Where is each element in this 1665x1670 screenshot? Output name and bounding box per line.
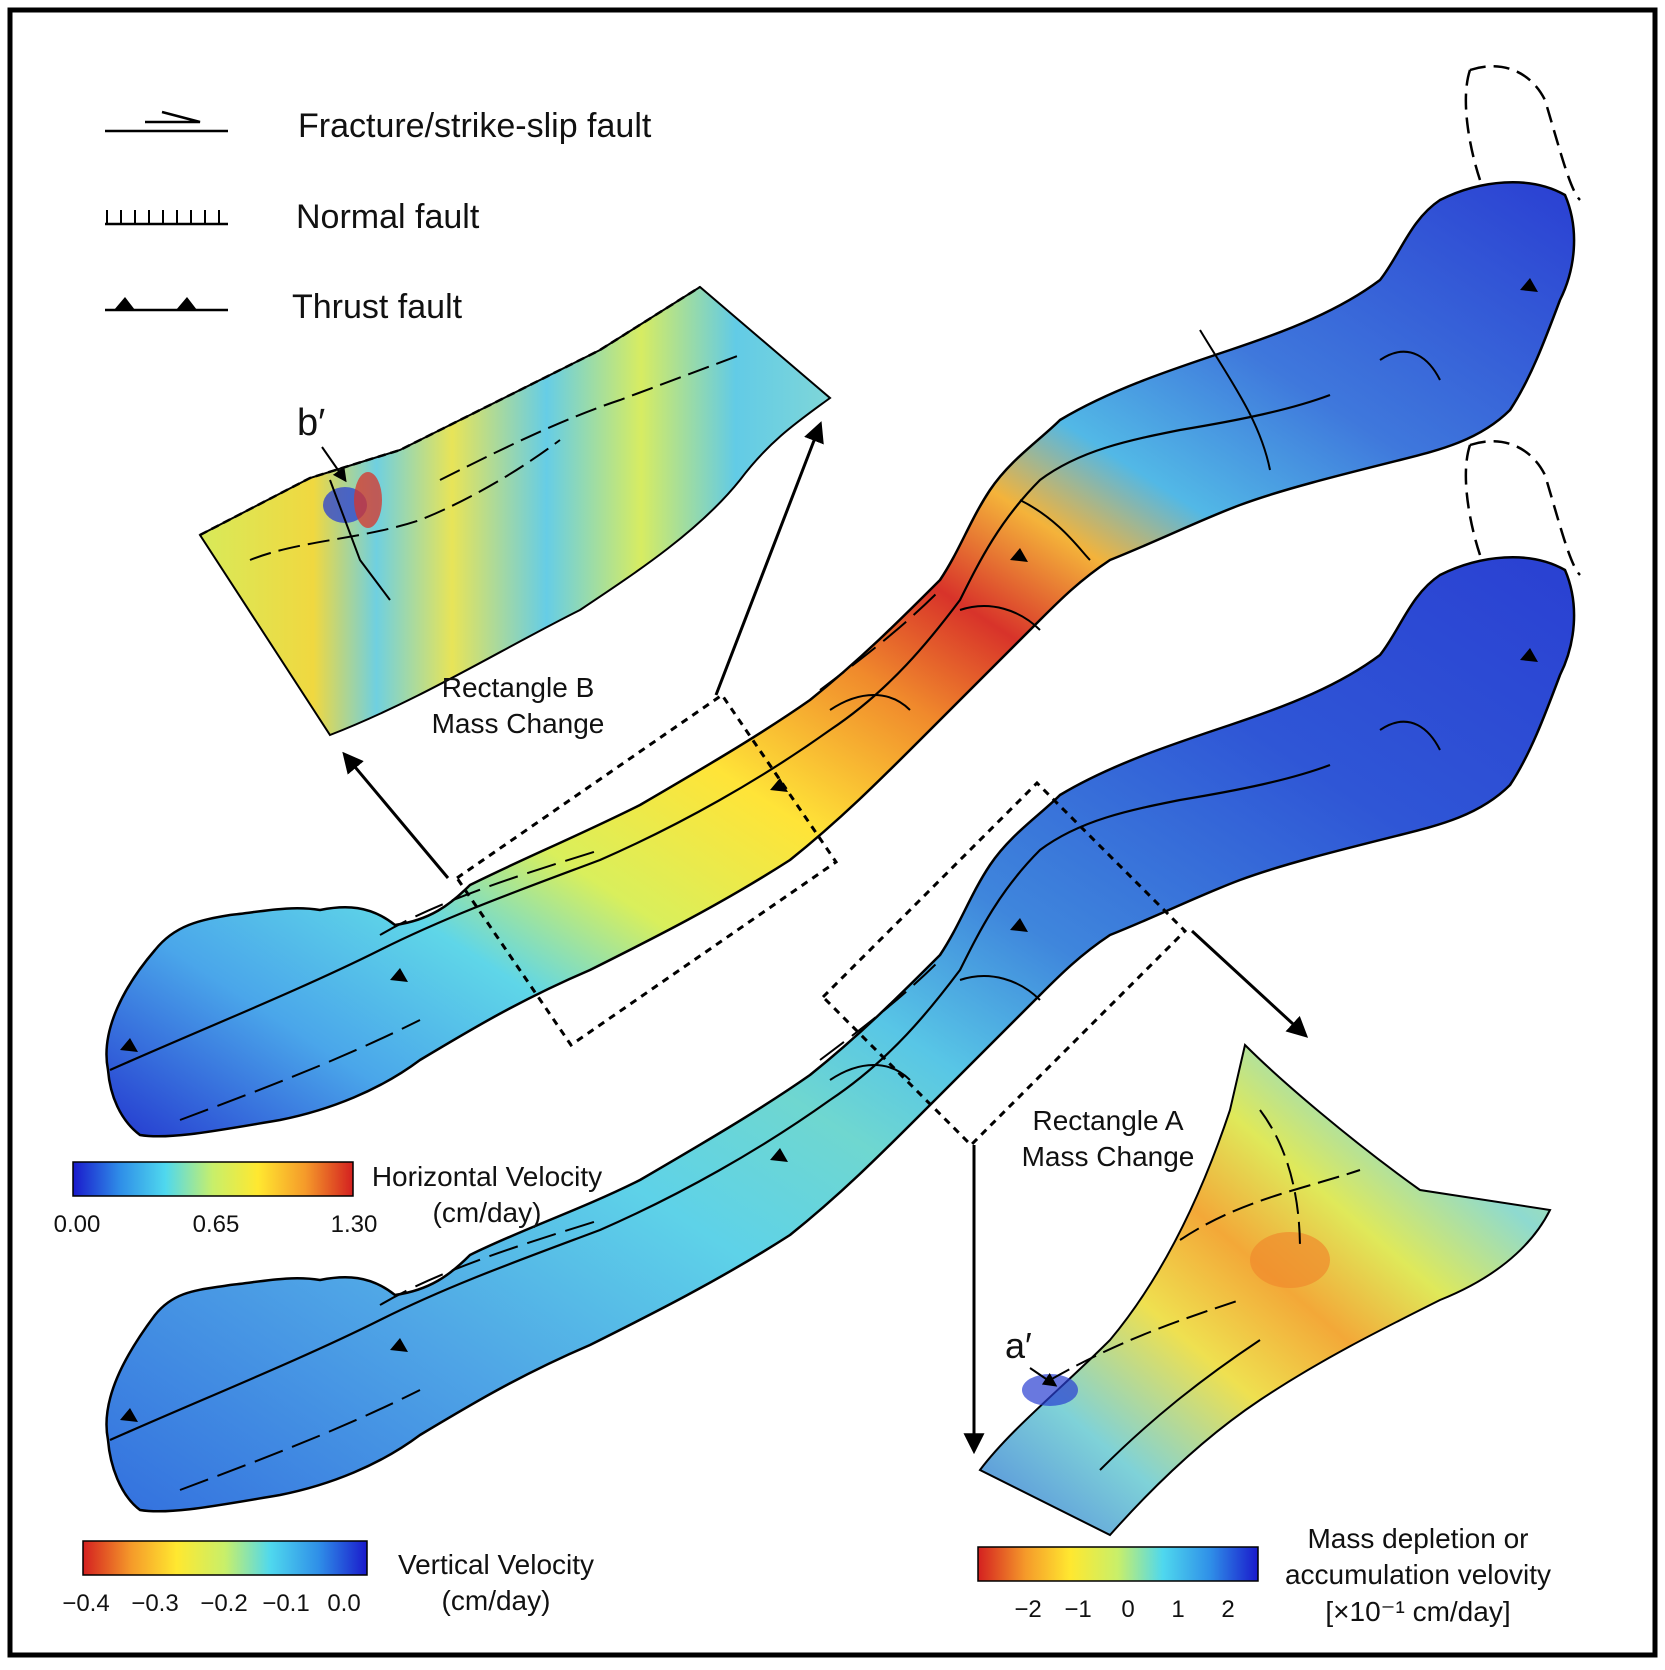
label-b-prime: b′	[297, 402, 325, 444]
legend-normal-symbol	[105, 210, 228, 226]
inset-b	[198, 285, 832, 737]
colorbar-vertical-tick-1: −0.3	[131, 1590, 178, 1617]
bottom-upper-outline	[1464, 440, 1581, 576]
top-upper-outline	[1464, 65, 1581, 201]
vertical-velocity-map	[105, 440, 1581, 1513]
colorbar-vertical-velocity: −0.4 −0.3 −0.2 −0.1 0.0 Vertical Velocit…	[62, 1540, 594, 1617]
inset-a	[978, 1043, 1552, 1537]
a-prime-pointer	[1029, 1367, 1058, 1387]
top-glacier-body	[105, 181, 1576, 1138]
colorbar-mass-title-1: Mass depletion or	[1307, 1523, 1528, 1554]
top-normal-fault-arcs	[829, 350, 1441, 711]
colorbar-mass-tick-2: 0	[1121, 1596, 1134, 1623]
rectangle-b-subtitle: Mass Change	[432, 708, 605, 739]
colorbar-vertical-ramp	[82, 1540, 368, 1576]
colorbar-mass-tick-4: 2	[1221, 1596, 1234, 1623]
legend-fracture-symbol	[105, 110, 228, 133]
horizontal-velocity-map	[105, 65, 1581, 1138]
colorbar-horizontal-tick-2: 1.30	[331, 1211, 378, 1238]
legend-thrust-symbol	[105, 297, 228, 312]
rectangle-b-title: Rectangle B	[442, 672, 595, 703]
bottom-fault-trace-main	[109, 763, 1331, 1442]
rectangle-a-subtitle: Mass Change	[1022, 1141, 1195, 1172]
legend-normal-label: Normal fault	[296, 198, 480, 236]
colorbar-horizontal-unit: (cm/day)	[433, 1197, 542, 1228]
inset-b-panel	[198, 285, 832, 737]
inset-a-fault-line	[1099, 1339, 1261, 1471]
inset-a-orange-spot	[1250, 1232, 1330, 1288]
colorbar-vertical-tick-3: −0.1	[262, 1590, 309, 1617]
colorbar-mass-unit: [×10⁻¹ cm/day]	[1325, 1596, 1510, 1627]
colorbar-mass-tick-1: −1	[1064, 1596, 1091, 1623]
rectangle-b-outline	[454, 692, 839, 1048]
colorbar-vertical-title: Vertical Velocity	[398, 1549, 594, 1580]
colorbar-vertical-tick-2: −0.2	[200, 1590, 247, 1617]
b-prime-pointer	[321, 446, 347, 483]
inset-b-red-spot	[354, 472, 382, 528]
colorbar-horizontal-tick-1: 0.65	[193, 1211, 240, 1238]
colorbar-horizontal-ramp	[72, 1161, 354, 1197]
arrow-to-inset-b-top	[714, 421, 824, 696]
arrow-to-inset-b-bottom	[342, 751, 450, 879]
top-fault-trace-secondary	[1019, 329, 1271, 561]
rectangle-a-outline	[820, 780, 1188, 1148]
arrow-to-inset-a-top	[1190, 929, 1309, 1038]
colorbar-mass-ramp	[977, 1546, 1259, 1582]
rectangle-a-title: Rectangle A	[1033, 1105, 1184, 1136]
colorbar-horizontal-velocity: 0.00 0.65 1.30 Horizontal Velocity (cm/d…	[54, 1161, 603, 1238]
inset-b-dashed-edge	[199, 285, 701, 537]
legend-thrust-label: Thrust fault	[292, 288, 463, 326]
legend: Fracture/strike-slip fault Normal fault …	[105, 107, 652, 326]
colorbar-vertical-tick-0: −0.4	[62, 1590, 109, 1617]
inset-b-fault-traces	[249, 354, 741, 561]
top-fault-trace-dashed	[179, 589, 941, 1121]
inset-a-panel	[978, 1043, 1552, 1537]
legend-fracture-label: Fracture/strike-slip fault	[298, 107, 652, 145]
colorbar-mass-change: −2 −1 0 1 2 Mass depletion or accumulati…	[977, 1523, 1551, 1627]
colorbar-horizontal-title: Horizontal Velocity	[372, 1161, 602, 1192]
colorbar-mass-tick-0: −2	[1014, 1596, 1041, 1623]
colorbar-vertical-unit: (cm/day)	[442, 1585, 551, 1616]
label-a-prime: a′	[1005, 1325, 1032, 1366]
colorbar-vertical-tick-4: 0.0	[327, 1590, 360, 1617]
inset-a-fault-traces	[1049, 1109, 1361, 1381]
colorbar-horizontal-tick-0: 0.00	[54, 1211, 101, 1238]
bottom-normal-fault-arcs	[829, 720, 1441, 1081]
inset-a-blue-spot	[1022, 1374, 1078, 1406]
colorbar-mass-title-2: accumulation velovity	[1285, 1559, 1551, 1590]
bottom-fault-trace-dashed	[179, 959, 941, 1491]
inset-b-fault-line	[329, 479, 391, 601]
top-fault-trace-main	[109, 393, 1331, 1072]
colorbar-mass-tick-3: 1	[1171, 1596, 1184, 1623]
figure-frame	[7, 7, 1658, 1658]
